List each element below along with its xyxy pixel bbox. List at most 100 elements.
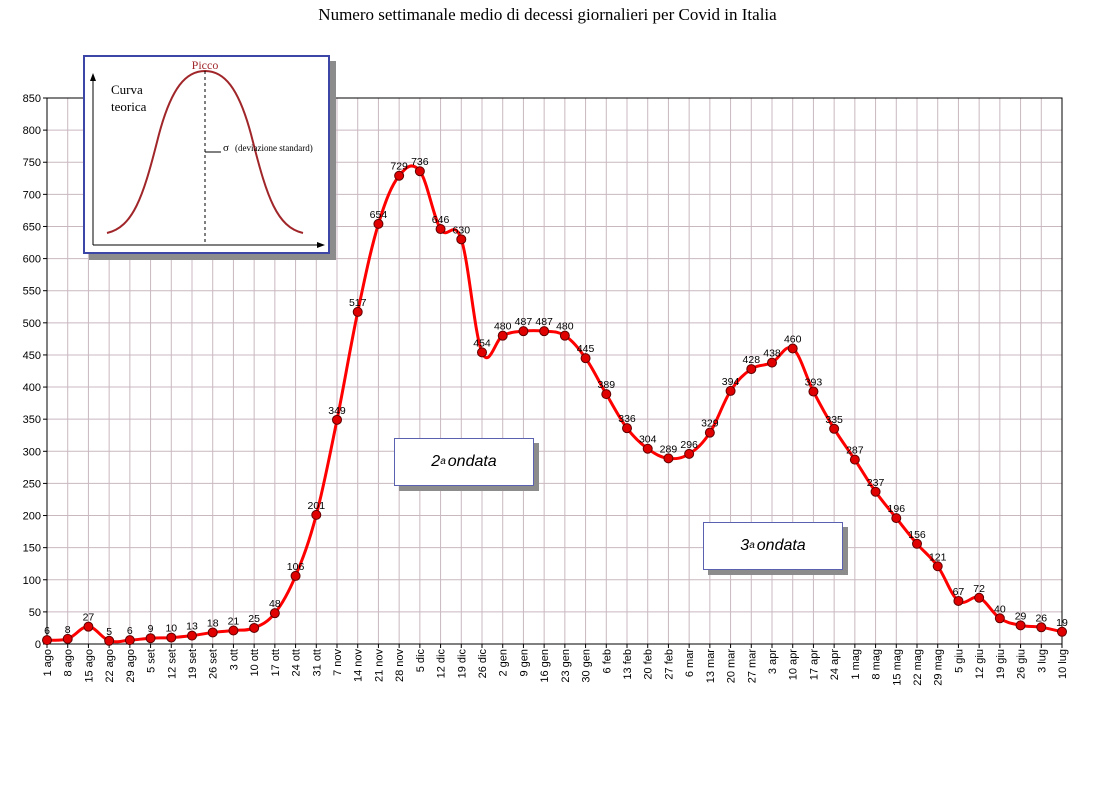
peak-label: Picco (192, 58, 219, 72)
y-tick-label: 450 (23, 350, 41, 362)
annotation-second-wave-text: ondata (447, 453, 497, 470)
data-point (62, 633, 73, 644)
y-tick-label: 700 (23, 189, 41, 201)
data-point (829, 423, 840, 434)
chart-title: Numero settimanale medio di decessi gior… (318, 5, 777, 24)
data-label: 106 (287, 561, 305, 573)
y-tick-label: 300 (23, 446, 41, 458)
x-tick-label: 19 giu (995, 649, 1007, 679)
data-point (870, 486, 881, 497)
inset-y-arrow-icon (90, 73, 96, 81)
data-point (912, 538, 922, 549)
data-point (1036, 622, 1047, 633)
data-point (767, 357, 777, 368)
data-label: 9 (148, 623, 154, 635)
data-point (83, 621, 94, 632)
data-label: 40 (994, 603, 1006, 615)
data-point (559, 330, 570, 341)
annotation-third-wave: 3 a ondata (703, 522, 843, 570)
x-tick-label: 24 apr (829, 649, 841, 681)
y-tick-label: 200 (23, 511, 41, 523)
y-tick-label: 750 (23, 157, 41, 169)
data-label: 13 (186, 621, 198, 633)
x-tick-label: 15 mag (891, 649, 903, 686)
data-label: 736 (411, 156, 429, 168)
data-point (249, 622, 260, 633)
data-label: 304 (639, 434, 657, 446)
x-tick-label: 20 mar (726, 649, 738, 684)
y-tick-label: 350 (23, 414, 41, 426)
data-point (746, 364, 757, 375)
data-label: 27 (83, 612, 95, 624)
y-tick-label: 800 (23, 125, 41, 137)
x-tick-label: 8 ago (63, 649, 75, 677)
data-point (808, 386, 819, 397)
data-label: 445 (577, 343, 595, 355)
y-tick-label: 600 (23, 254, 41, 266)
data-point (891, 513, 902, 524)
x-tick-label: 19 set (187, 649, 199, 679)
data-point (394, 170, 405, 181)
x-tick-label: 22 ago (104, 649, 116, 683)
data-label: 460 (784, 334, 802, 346)
x-tick-label: 13 feb (622, 649, 634, 680)
y-tick-label: 250 (23, 478, 41, 490)
data-point (953, 595, 964, 606)
data-point (228, 625, 239, 636)
data-point (518, 326, 529, 337)
x-tick-label: 28 nov (394, 649, 406, 683)
y-tick-label: 400 (23, 382, 41, 394)
x-tick-label: 3 ott (228, 649, 240, 670)
data-label: 26 (1035, 612, 1047, 624)
x-tick-label: 29 mag (933, 649, 945, 686)
x-axis: 1 ago 8 ago 15 ago 22 ago 29 ago 5 set 12 set 1… (42, 643, 1069, 686)
data-label: 8 (65, 624, 71, 636)
x-tick-label: 13 mar (705, 649, 717, 684)
data-point (290, 570, 301, 581)
curve-label-line1: Curva (111, 82, 143, 97)
x-tick-label: 17 apr (808, 649, 820, 681)
x-tick-label: 16 gen (539, 649, 551, 683)
y-tick-label: 50 (29, 607, 41, 619)
x-tick-label: 15 ago (83, 649, 95, 683)
x-tick-label: 14 nov (353, 649, 365, 683)
y-axis: 0 50 100 150 200 250 300 350 400 450 500 550 600 650 7… (23, 93, 48, 651)
x-tick-label: 6 mar (684, 649, 696, 677)
x-tick-label: 30 gen (581, 649, 593, 683)
data-point (932, 561, 943, 572)
data-point (974, 592, 985, 603)
x-tick-label: 5 set (146, 649, 158, 673)
x-tick-label: 8 mag (871, 649, 883, 680)
data-label: 25 (248, 613, 260, 625)
sigma-label: (deviazione standard) (235, 143, 313, 153)
data-label: 296 (680, 439, 698, 451)
data-label: 156 (908, 529, 926, 541)
x-tick-label: 19 dic (456, 649, 468, 679)
data-label: 393 (805, 377, 823, 389)
data-point (352, 306, 363, 317)
data-label: 289 (660, 443, 678, 455)
annotation-third-wave-number: 3 (740, 537, 750, 554)
x-tick-label: 27 feb (663, 649, 675, 680)
data-label: 72 (973, 583, 985, 595)
data-label: 18 (207, 617, 219, 629)
x-tick-label: 20 feb (643, 649, 655, 680)
x-tick-label: 3 apr (767, 649, 779, 674)
data-point (1015, 620, 1026, 631)
annotation-second-wave-number: 2 (431, 453, 441, 470)
y-tick-label: 550 (23, 286, 41, 298)
data-point (124, 635, 135, 646)
x-tick-label: 26 dic (477, 649, 489, 679)
x-tick-label: 29 ago (125, 649, 137, 683)
data-point (187, 630, 197, 641)
data-label: 335 (825, 414, 843, 426)
data-label: 487 (515, 316, 533, 328)
data-point (994, 613, 1005, 624)
data-point (849, 454, 860, 465)
data-label: 6 (127, 625, 133, 637)
data-label: 287 (846, 445, 864, 457)
data-label: 5 (106, 626, 112, 638)
annotation-second-wave: 2 a ondata (394, 438, 534, 486)
sigma-symbol: σ (223, 142, 229, 154)
data-label: 646 (432, 214, 450, 226)
